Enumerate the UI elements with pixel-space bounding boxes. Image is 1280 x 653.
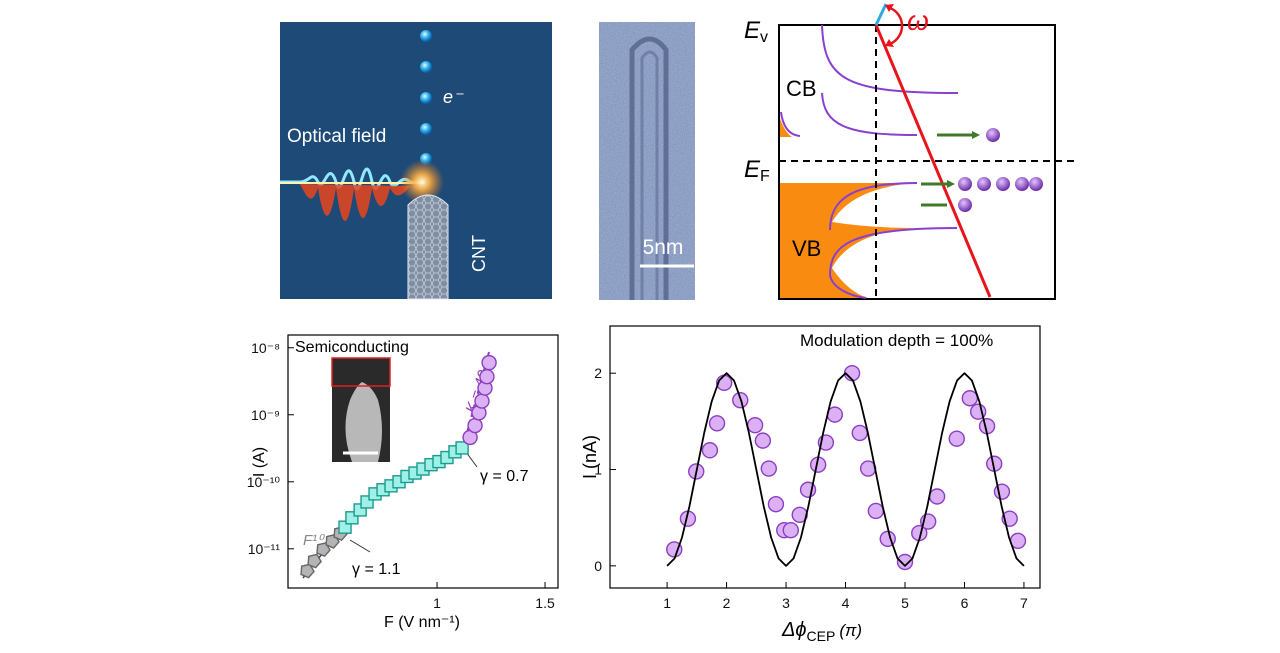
y-tick-label: 10⁻⁸ [251,340,280,356]
x-axis-label: F (V nm⁻¹) [384,614,460,631]
x-tick-label: 1 [663,595,671,611]
data-point [993,483,1011,500]
plot-frame [609,325,1041,589]
data-point [961,390,979,407]
gamma-label: γ = 0.7 [480,468,529,485]
y-tick-label: 10⁻¹¹ [248,541,281,557]
inset-highlight [331,357,391,387]
potential-line [874,24,992,298]
cb-label: CB [786,76,817,101]
data-point [867,502,885,520]
data-point [316,542,331,558]
data-point [851,424,868,442]
tube-wall [629,36,669,300]
data-point [896,553,914,571]
frequency-label: ω [907,5,929,36]
data-point [467,417,483,434]
data-point [746,417,764,434]
symbol: E [744,156,761,183]
x-tick-label: 5 [901,595,909,611]
x-tick-label: 1 [433,595,441,611]
x-tick-label: 6 [961,595,969,611]
tem-noise [599,22,695,300]
vacuum-level: Ev [744,17,768,46]
y-tick-label: 1 [594,462,602,478]
x-tick-label: 1.5 [535,595,555,611]
chart: 1 2 3 4 5 6 7 0 1 2 [594,325,1041,611]
data-point [708,415,726,432]
x-tick-label: 7 [1020,595,1028,611]
arrowheads [947,131,980,188]
y-tick-label: 0 [594,558,602,574]
pointer [349,539,371,553]
vb-label: VB [792,236,821,261]
subscript: v [760,29,768,46]
rotation-arrow [889,6,904,46]
chart-1-extras: Modulation depth = 100% I (nA) ΔϕCEP (π) [580,331,993,644]
data-point [948,430,965,447]
gamma-label: γ = 1.1 [352,561,401,578]
inset-label: Semiconducting [295,339,409,356]
conduction-fill [779,115,792,137]
plot-frame [287,334,559,589]
valence-fill [779,183,915,298]
illustration: Optical field e⁻ CNT [280,22,552,300]
data-point [928,488,946,505]
glow [400,160,444,204]
data-point [760,460,777,477]
inset-sample [345,382,382,462]
y-axis-label: I (nA) [580,435,600,479]
data-point [767,495,785,513]
y-axis-label: I (A) [251,447,268,477]
x-axis-label: ΔϕCEP (π) [781,619,862,644]
symbol: E [744,17,761,44]
nanotube-lattice [408,195,448,299]
subbands [780,24,959,299]
data-point [701,442,719,459]
data-point [479,368,495,385]
tube-wall [640,50,659,300]
potential-line-tip [874,3,888,26]
x-tick-label: 3 [782,595,790,611]
data-point [300,563,315,579]
y-tick-label: 10⁻¹⁰ [247,474,281,490]
symbol: Δϕ [781,619,807,641]
fit-curve [666,372,1025,567]
tube-label: CNT [469,235,489,272]
y-tick-label: 10⁻⁹ [251,407,280,423]
chart-0-extras: Semiconducting F¹⁰ K = 40 γ = 0.7 γ = 1.… [251,339,529,631]
tem-image: 5nm [599,22,695,300]
subscript: F [760,168,770,185]
electron [420,61,432,73]
band-diagram: Ev ω CB EF VB [744,3,1075,300]
chart: 1 1.5 10⁻¹¹ 10⁻¹⁰ 10⁻⁹ 10⁻⁸ [247,334,559,611]
electron [420,30,432,42]
electron-label: e⁻ [443,87,464,107]
y-tick-label: 2 [594,365,602,381]
subscript: CEP [807,628,836,644]
x-tick-label: 4 [842,595,850,611]
data-point [754,432,772,449]
data-point [455,441,469,455]
annotation: Modulation depth = 100% [800,331,993,350]
scale-label: 5nm [643,236,684,259]
data-point [782,522,800,539]
data-point [481,354,497,371]
electron [420,123,432,135]
data-point [474,393,490,409]
tunnel-arrows [921,133,972,207]
wave-red [300,184,410,221]
unit: (π) [839,621,862,640]
electron [420,92,432,104]
emitted-electrons [958,128,1043,212]
data-point [307,553,322,569]
x-tick-label: 2 [723,595,731,611]
field-label: Optical field [287,126,386,147]
fermi-label: EF [744,156,770,185]
